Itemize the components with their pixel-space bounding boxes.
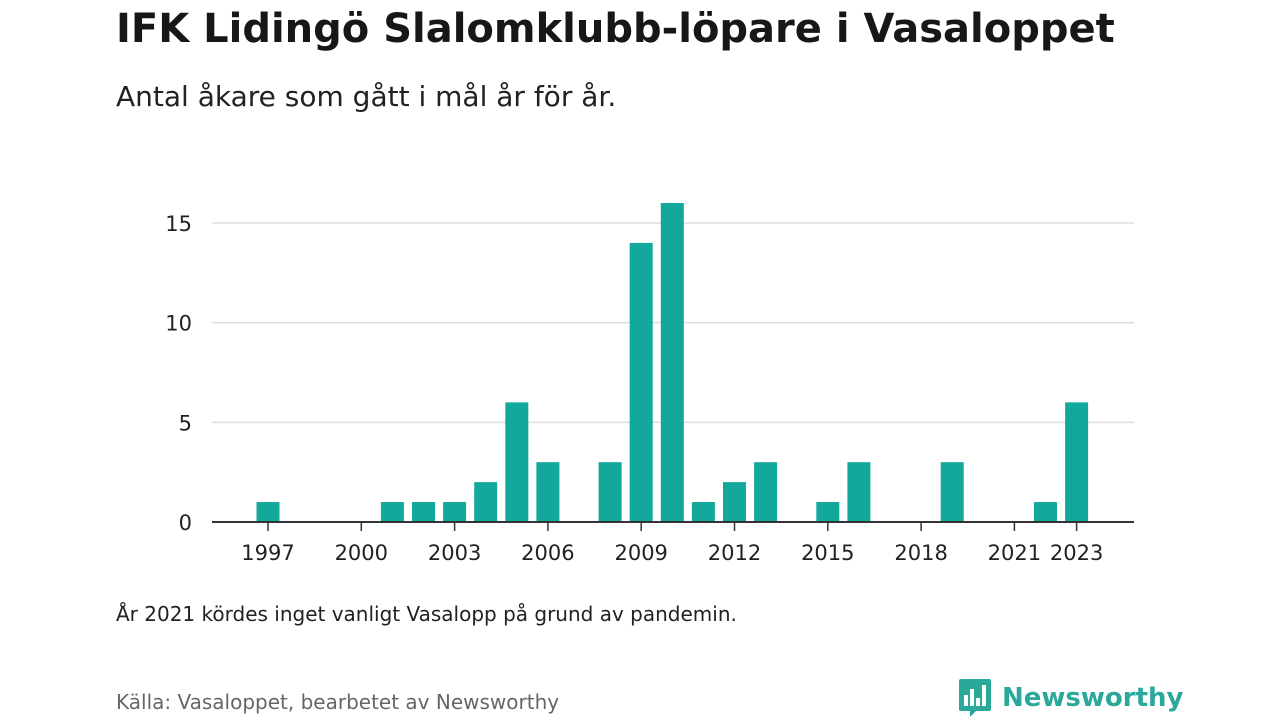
x-tick-label-2015: 2015: [801, 541, 854, 565]
bar-2002: [412, 502, 435, 522]
y-tick-label-5: 5: [179, 411, 192, 435]
footnote: År 2021 kördes inget vanligt Vasalopp på…: [116, 602, 737, 626]
brand-name: Newsworthy: [1002, 683, 1184, 713]
bar-1997: [256, 502, 280, 522]
y-tick-label-0: 0: [179, 511, 192, 535]
bar-2005: [505, 402, 529, 522]
chart-title: IFK Lidingö Slalomklubb-löpare i Vasalop…: [116, 6, 1115, 52]
x-tick-label-2023: 2023: [1050, 541, 1103, 565]
y-tick-label-10: 10: [165, 312, 192, 336]
x-tick-label-2018: 2018: [894, 541, 947, 565]
bar-2012: [723, 482, 746, 522]
chart-subtitle: Antal åkare som gått i mål år för år.: [116, 80, 617, 113]
newsworthy-logo-icon: [959, 679, 991, 717]
y-axis-labels: 0 5 10 15: [165, 212, 192, 535]
x-tick-label-1997: 1997: [241, 541, 294, 565]
bar-2011: [691, 502, 715, 522]
brand-logo: Newsworthy: [958, 678, 1183, 718]
bar-2010: [660, 203, 684, 522]
bar-2015: [816, 502, 840, 522]
bars: [256, 203, 1089, 522]
bar-2006: [536, 462, 560, 522]
bar-2016: [847, 462, 871, 522]
x-axis-labels: 1997 2000 2003 2006 2009 2012 2015 2018 2021 2023: [241, 541, 1103, 565]
bar-2023: [1065, 402, 1089, 522]
bar-2008: [598, 462, 622, 522]
bar-2019: [940, 462, 964, 522]
bar-2009: [629, 242, 653, 522]
bar-2003: [443, 502, 467, 522]
x-tick-label-2021: 2021: [988, 541, 1041, 565]
x-tick-label-2000: 2000: [335, 541, 388, 565]
x-axis: [212, 521, 1134, 531]
source-credit: Källa: Vasaloppet, bearbetet av Newswort…: [116, 690, 560, 714]
bar-2013: [754, 462, 778, 522]
bar-2022: [1034, 502, 1057, 522]
y-tick-label-15: 15: [165, 212, 192, 236]
x-tick-label-2006: 2006: [521, 541, 574, 565]
bar-2001: [380, 502, 404, 522]
bar-chart: 0 5 10 15 1997 2000 2003 2006 2009 2012 2015 2018 2…: [165, 203, 1134, 565]
x-tick-label-2012: 2012: [708, 541, 761, 565]
bar-2004: [474, 482, 498, 522]
x-tick-label-2003: 2003: [428, 541, 481, 565]
x-tick-label-2009: 2009: [614, 541, 667, 565]
